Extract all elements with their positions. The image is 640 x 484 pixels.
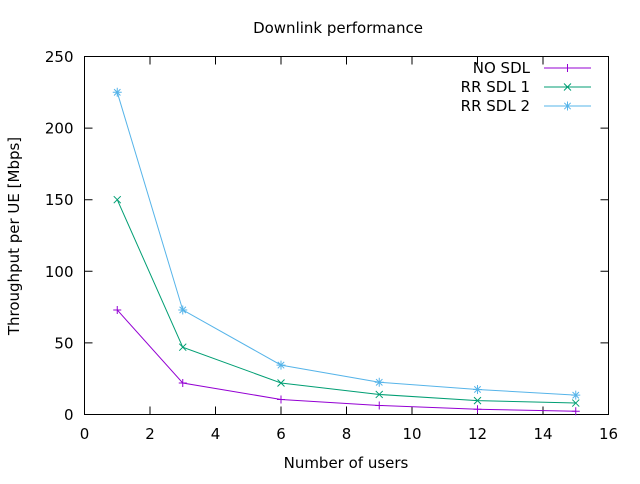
x-tick-label: 2	[145, 425, 155, 443]
series-marker-rr-sdl-1	[375, 390, 384, 399]
plot-border	[84, 56, 609, 415]
y-tick-label: 0	[64, 406, 74, 424]
series-marker-rr-sdl-2	[276, 360, 286, 370]
y-tick-label: 250	[45, 48, 74, 66]
x-tick-label: 0	[80, 425, 90, 443]
series-line-rr-sdl-2	[116, 92, 576, 396]
legend-sample-marker	[563, 101, 572, 111]
series-marker-rr-sdl-2	[112, 87, 122, 97]
series-marker-rr-sdl-1	[178, 343, 187, 352]
legend-label: NO SDL	[473, 59, 531, 77]
x-tick-label: 16	[599, 425, 618, 443]
series-marker-rr-sdl-2	[178, 305, 188, 315]
series-marker-rr-sdl-1	[473, 396, 482, 405]
series-marker-no-sdl	[375, 401, 384, 410]
x-tick-label: 14	[533, 425, 552, 443]
legend-label: RR SDL 2	[461, 97, 530, 115]
legend-sample-marker	[563, 64, 572, 72]
x-tick-label: 6	[276, 425, 286, 443]
legend-entry-rr-sdl-1: RR SDL 1	[461, 78, 591, 96]
series-marker-rr-sdl-2	[571, 390, 581, 400]
legend-sample-marker	[563, 83, 572, 91]
plot-area: 0 2 4 6 8 10 12 14 16 0 50 100 150 200 250	[45, 48, 618, 443]
series-line-rr-sdl-1	[116, 199, 576, 404]
y-axis-label: Throughput per UE [Mbps]	[5, 137, 23, 336]
y-tick-label: 100	[45, 263, 74, 281]
series-marker-no-sdl	[473, 405, 482, 414]
x-tick-label: 4	[211, 425, 221, 443]
series-marker-no-sdl	[178, 378, 187, 387]
x-axis-label: Number of users	[284, 454, 409, 472]
legend-entry-rr-sdl-2: RR SDL 2	[461, 97, 591, 115]
series-marker-rr-sdl-1	[571, 399, 580, 407]
series-marker-no-sdl	[113, 305, 122, 314]
legend-label: RR SDL 1	[461, 78, 530, 96]
y-tick-label: 50	[54, 334, 73, 352]
series-marker-rr-sdl-1	[113, 195, 122, 204]
x-tick-label: 12	[468, 425, 487, 443]
y-tick-label: 150	[45, 191, 74, 209]
chart-title: Downlink performance	[253, 19, 423, 37]
series-marker-rr-sdl-2	[374, 377, 384, 387]
series-marker-rr-sdl-1	[277, 379, 285, 387]
y-tick-label: 200	[45, 120, 74, 138]
series-marker-no-sdl	[277, 395, 285, 404]
series-line-no-sdl	[116, 309, 576, 412]
series-marker-no-sdl	[571, 407, 580, 416]
x-tick-label: 8	[342, 425, 352, 443]
x-tick-label: 10	[402, 425, 421, 443]
series-marker-rr-sdl-2	[473, 384, 482, 394]
legend-entry-no-sdl: NO SDL	[473, 59, 591, 77]
